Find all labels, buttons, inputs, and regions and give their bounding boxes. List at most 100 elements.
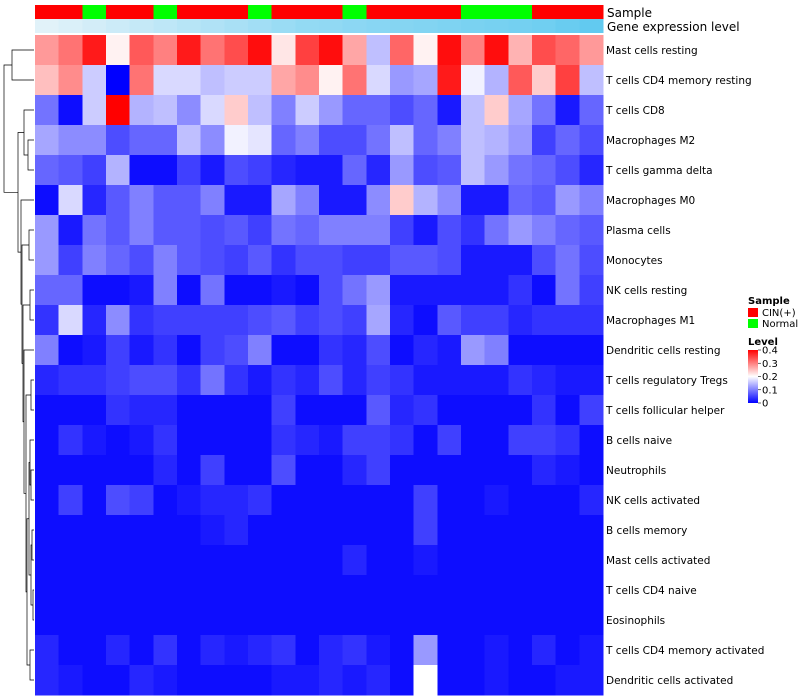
- heatmap-cell: [342, 155, 367, 186]
- heatmap-cell: [555, 545, 580, 576]
- heatmap-cell: [58, 365, 83, 396]
- dendrogram-branch: [27, 139, 34, 171]
- heatmap-cell: [271, 545, 296, 576]
- heatmap-cell: [82, 35, 107, 66]
- heatmap-cell: [106, 95, 131, 126]
- expression-annotation-cell: [129, 19, 154, 33]
- heatmap-cells: [35, 35, 604, 696]
- heatmap-cell: [532, 245, 557, 276]
- heatmap-cell: [82, 335, 107, 366]
- heatmap-cell: [532, 335, 557, 366]
- heatmap-cell: [390, 125, 415, 156]
- heatmap-cell: [390, 335, 415, 366]
- heatmap-cell: [413, 155, 438, 186]
- heatmap-cell: [508, 35, 533, 66]
- level-tick-label: 0.2: [762, 372, 778, 383]
- sample-legend-swatch-normal: [748, 319, 758, 328]
- heatmap-cell: [248, 635, 273, 666]
- heatmap-cell: [532, 155, 557, 186]
- heatmap-cell: [295, 395, 320, 426]
- heatmap-cell: [342, 35, 367, 66]
- heatmap-cell: [579, 275, 604, 306]
- heatmap-cell: [508, 455, 533, 486]
- heatmap-cell: [366, 545, 391, 576]
- heatmap-cell: [58, 125, 83, 156]
- heatmap-cell: [82, 425, 107, 456]
- dendrogram-branch: [28, 229, 34, 261]
- heatmap-cell: [366, 335, 391, 366]
- heatmap-cell: [508, 545, 533, 576]
- expression-annotation-cell: [484, 19, 509, 33]
- sample-annotation-cell: [82, 5, 107, 19]
- heatmap-cell: [319, 425, 344, 456]
- heatmap-cell: [508, 515, 533, 546]
- row-label: NK cells activated: [606, 495, 700, 507]
- heatmap-cell: [390, 35, 415, 66]
- heatmap-cell: [437, 125, 462, 156]
- heatmap-cell: [295, 455, 320, 486]
- heatmap-cell: [532, 515, 557, 546]
- heatmap-cell: [413, 665, 438, 696]
- heatmap-cell: [129, 365, 154, 396]
- heatmap-cell: [200, 485, 225, 516]
- heatmap-cell: [153, 155, 178, 186]
- heatmap-cell: [437, 305, 462, 336]
- heatmap-cell: [129, 485, 154, 516]
- dendrogram-branch: [30, 379, 34, 411]
- heatmap-cell: [129, 125, 154, 156]
- heatmap-cell: [508, 335, 533, 366]
- heatmap-cell: [508, 215, 533, 246]
- heatmap-cell: [437, 245, 462, 276]
- heatmap-cell: [579, 515, 604, 546]
- sample-annotation-cell: [461, 5, 486, 19]
- heatmap-cell: [58, 485, 83, 516]
- heatmap-cell: [319, 245, 344, 276]
- heatmap-cell: [532, 545, 557, 576]
- heatmap-cell: [248, 395, 273, 426]
- heatmap-cell: [224, 245, 249, 276]
- heatmap-cell: [35, 635, 60, 666]
- heatmap-cell: [461, 665, 486, 696]
- heatmap-cell: [532, 185, 557, 216]
- heatmap-cell: [413, 545, 438, 576]
- heatmap-cell: [177, 365, 202, 396]
- sample-annotation-cell: [366, 5, 391, 19]
- heatmap-cell: [484, 215, 509, 246]
- heatmap-cell: [319, 455, 344, 486]
- heatmap-cell: [224, 425, 249, 456]
- heatmap-cell: [35, 665, 60, 696]
- heatmap-cell: [58, 665, 83, 696]
- heatmap-cell: [295, 425, 320, 456]
- heatmap-cell: [579, 575, 604, 606]
- heatmap-cell: [461, 365, 486, 396]
- row-label: Mast cells resting: [606, 45, 698, 57]
- heatmap-cell: [579, 245, 604, 276]
- heatmap-cell: [555, 485, 580, 516]
- heatmap-cell: [58, 455, 83, 486]
- heatmap-cell: [295, 95, 320, 126]
- heatmap-cell: [224, 575, 249, 606]
- sample-track-label: Sample: [607, 6, 652, 20]
- heatmap-cell: [508, 185, 533, 216]
- heatmap-cell: [555, 455, 580, 486]
- heatmap-cell: [508, 635, 533, 666]
- heatmap-cell: [484, 155, 509, 186]
- sample-legend-title: Sample: [748, 296, 790, 307]
- heatmap-cell: [532, 125, 557, 156]
- heatmap-cell: [248, 575, 273, 606]
- heatmap-cell: [461, 605, 486, 636]
- heatmap-cell: [200, 245, 225, 276]
- heatmap-cell: [129, 425, 154, 456]
- heatmap-cell: [224, 515, 249, 546]
- heatmap-cell: [200, 455, 225, 486]
- heatmap-cell: [224, 485, 249, 516]
- heatmap-cell: [319, 365, 344, 396]
- heatmap-cell: [437, 155, 462, 186]
- heatmap-cell: [555, 515, 580, 546]
- heatmap-cell: [461, 575, 486, 606]
- heatmap-cell: [366, 635, 391, 666]
- row-label: T cells CD4 memory resting: [605, 75, 752, 87]
- heatmap-cell: [437, 335, 462, 366]
- dendrogram-branch: [29, 289, 34, 321]
- sample-annotation-cell: [129, 5, 154, 19]
